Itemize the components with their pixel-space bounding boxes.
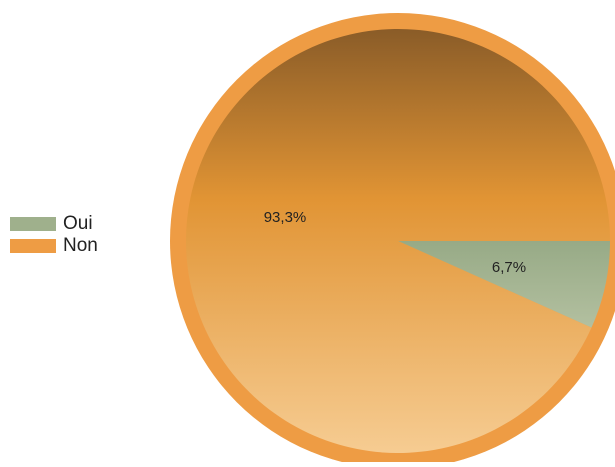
legend-label-oui: Oui [63, 213, 93, 234]
data-label-oui: 6,7% [492, 259, 526, 276]
legend-label-non: Non [63, 235, 98, 256]
legend: Oui Non [10, 214, 98, 258]
pie-slice-non [186, 28, 611, 454]
pie-group: 6,7% 93,3% [170, 13, 615, 467]
legend-swatch-oui [10, 217, 56, 231]
legend-item-non: Non [10, 236, 98, 256]
legend-item-oui: Oui [10, 214, 98, 234]
pie-slice-oui [398, 241, 610, 328]
legend-swatch-non [10, 239, 56, 253]
data-label-non: 93,3% [264, 209, 307, 226]
